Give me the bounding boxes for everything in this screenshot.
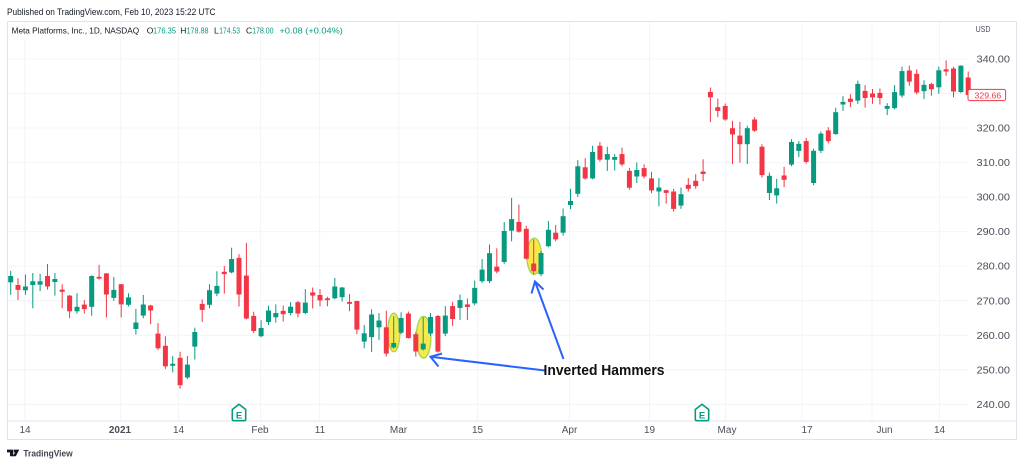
svg-text:Mar: Mar xyxy=(390,425,408,436)
svg-text:15: 15 xyxy=(472,425,484,436)
svg-text:320.00: 320.00 xyxy=(977,124,1011,135)
svg-text:Apr: Apr xyxy=(562,425,578,436)
svg-text:329.66: 329.66 xyxy=(975,90,1002,100)
svg-text:Meta Platforms, Inc., 1D, NASD: Meta Platforms, Inc., 1D, NASDAQ xyxy=(12,26,140,36)
svg-text:176.35: 176.35 xyxy=(153,26,176,36)
svg-text:C: C xyxy=(246,26,252,36)
svg-text:Published on TradingView.com,: Published on TradingView.com, Feb 10, 20… xyxy=(7,7,216,18)
svg-text:Jun: Jun xyxy=(876,425,892,436)
svg-text:E: E xyxy=(236,411,242,422)
svg-text:240.00: 240.00 xyxy=(977,400,1011,411)
svg-text:250.00: 250.00 xyxy=(977,365,1011,376)
svg-text:14: 14 xyxy=(173,425,185,436)
svg-text:300.00: 300.00 xyxy=(977,193,1011,204)
svg-text:174.53: 174.53 xyxy=(219,26,240,36)
svg-text:USD: USD xyxy=(976,25,991,34)
svg-text:May: May xyxy=(718,425,737,436)
svg-text:Inverted Hammers: Inverted Hammers xyxy=(544,363,665,379)
svg-text:14: 14 xyxy=(934,425,946,436)
svg-text:Feb: Feb xyxy=(251,425,269,436)
svg-text:290.00: 290.00 xyxy=(977,227,1011,238)
svg-text:280.00: 280.00 xyxy=(977,262,1011,273)
svg-text:260.00: 260.00 xyxy=(977,331,1011,342)
svg-text:O: O xyxy=(147,26,154,36)
svg-text:TradingView: TradingView xyxy=(23,449,73,459)
svg-text:11: 11 xyxy=(315,425,326,436)
svg-text:H: H xyxy=(180,26,186,36)
svg-text:+0.08 (+0.04%): +0.08 (+0.04%) xyxy=(280,26,343,36)
svg-text:L: L xyxy=(214,26,219,36)
svg-text:178.00: 178.00 xyxy=(252,26,273,36)
svg-text:14: 14 xyxy=(19,425,31,436)
svg-text:310.00: 310.00 xyxy=(977,158,1011,169)
svg-text:19: 19 xyxy=(644,425,656,436)
svg-text:270.00: 270.00 xyxy=(977,296,1011,307)
svg-text:E: E xyxy=(699,411,705,422)
svg-text:340.00: 340.00 xyxy=(977,55,1011,66)
svg-text:2021: 2021 xyxy=(109,425,132,436)
svg-text:17: 17 xyxy=(801,425,813,436)
svg-text:178.88: 178.88 xyxy=(187,26,209,36)
